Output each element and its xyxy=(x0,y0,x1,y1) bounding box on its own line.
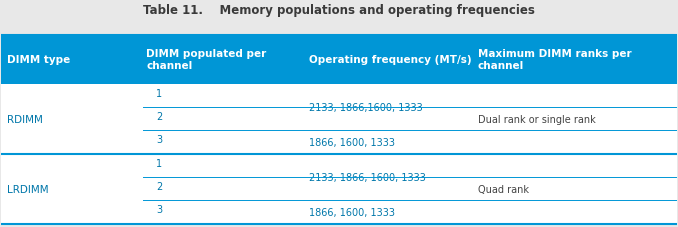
Text: 1866, 1600, 1333: 1866, 1600, 1333 xyxy=(308,207,395,217)
Text: RDIMM: RDIMM xyxy=(7,114,43,124)
Text: Quad rank: Quad rank xyxy=(478,184,529,194)
Text: 2133, 1866, 1600, 1333: 2133, 1866, 1600, 1333 xyxy=(308,172,425,182)
Text: Table 11.    Memory populations and operating frequencies: Table 11. Memory populations and operati… xyxy=(143,4,535,17)
Text: Operating frequency (MT/s): Operating frequency (MT/s) xyxy=(308,55,471,65)
Text: LRDIMM: LRDIMM xyxy=(7,184,49,194)
Text: DIMM type: DIMM type xyxy=(7,55,71,65)
Text: Maximum DIMM ranks per
channel: Maximum DIMM ranks per channel xyxy=(478,49,631,71)
Bar xyxy=(1,36,677,224)
Text: 3: 3 xyxy=(157,135,163,145)
Bar xyxy=(1,36,677,84)
Text: 2: 2 xyxy=(157,181,163,191)
Text: 1: 1 xyxy=(157,88,163,98)
Text: DIMM populated per
channel: DIMM populated per channel xyxy=(146,49,266,71)
Text: Dual rank or single rank: Dual rank or single rank xyxy=(478,114,595,124)
Text: 1: 1 xyxy=(157,158,163,168)
Text: 3: 3 xyxy=(157,205,163,215)
Text: 1866, 1600, 1333: 1866, 1600, 1333 xyxy=(308,137,395,147)
Text: 2133, 1866,1600, 1333: 2133, 1866,1600, 1333 xyxy=(308,102,422,112)
Text: 2: 2 xyxy=(157,112,163,121)
